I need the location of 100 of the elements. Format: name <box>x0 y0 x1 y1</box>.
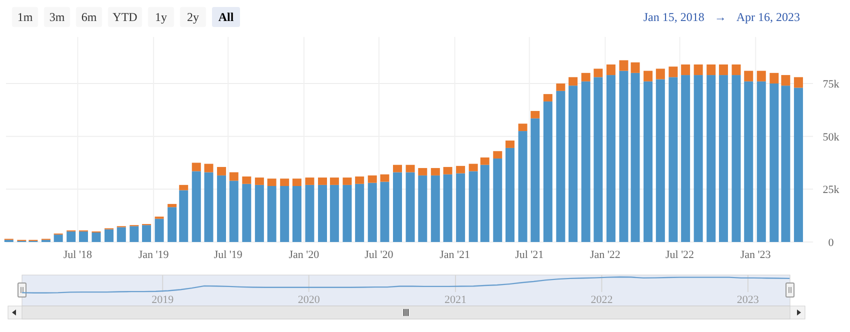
bar <box>292 178 302 186</box>
bar <box>468 171 478 242</box>
bar <box>630 62 640 73</box>
x-tick-label: Jul '20 <box>364 249 394 261</box>
bar <box>756 70 766 82</box>
bar <box>606 64 616 76</box>
bar <box>568 86 578 242</box>
bar <box>756 81 766 242</box>
x-tick-label: Jan '21 <box>440 249 470 261</box>
bar <box>192 162 201 172</box>
bar <box>392 164 402 172</box>
bar <box>406 172 415 242</box>
x-tick-label: Jul '19 <box>214 249 243 261</box>
bar <box>305 184 314 242</box>
bar <box>518 124 528 132</box>
text: Apr 16, 2023 <box>736 10 800 24</box>
bar <box>168 207 177 242</box>
bar <box>468 164 478 172</box>
x-tick-label: 2020 <box>298 294 320 306</box>
bar <box>318 178 327 185</box>
x-tick-label: 2019 <box>152 294 174 306</box>
bar <box>142 225 152 242</box>
y-tick-label: 0 <box>828 237 834 249</box>
text: → <box>714 10 726 24</box>
x-tick-label: Jan '19 <box>138 249 170 261</box>
bar <box>681 75 690 242</box>
bar <box>192 171 201 242</box>
bar <box>781 75 790 86</box>
bar <box>78 231 88 242</box>
text: All <box>218 10 234 24</box>
text: 1y <box>155 10 167 24</box>
bar <box>543 101 552 242</box>
bar <box>493 158 502 242</box>
bar <box>706 64 716 76</box>
x-tick-label: 2023 <box>736 294 760 306</box>
bar <box>718 64 728 76</box>
bar <box>380 174 390 182</box>
bar <box>505 148 514 242</box>
bar <box>179 184 188 190</box>
x-tick-label: Jul '22 <box>665 249 694 261</box>
bar <box>480 157 490 165</box>
bar <box>318 184 327 242</box>
x-tick-label: Jan '20 <box>288 249 320 261</box>
bar <box>305 178 314 185</box>
bar <box>204 172 214 242</box>
bar <box>267 186 276 242</box>
x-tick-label: Jan '22 <box>590 249 620 261</box>
bar <box>443 166 452 174</box>
bar <box>229 180 238 242</box>
bar <box>179 190 188 242</box>
bar <box>116 227 126 242</box>
bar <box>732 64 741 76</box>
bar <box>204 164 214 172</box>
bar <box>330 184 339 242</box>
bar <box>568 77 578 86</box>
bar <box>456 166 466 174</box>
bar <box>644 70 653 82</box>
bar <box>229 172 238 181</box>
bar <box>242 176 252 184</box>
bar <box>794 77 803 88</box>
bar <box>530 118 540 242</box>
bar <box>630 72 640 242</box>
bar <box>556 90 566 242</box>
bar <box>480 164 490 242</box>
bar <box>594 77 603 242</box>
bar <box>718 75 728 242</box>
bar <box>606 75 616 242</box>
bar <box>681 64 690 76</box>
bar <box>794 88 803 242</box>
bar <box>744 70 754 82</box>
bar <box>694 64 703 76</box>
bar <box>355 184 364 242</box>
bar <box>443 174 452 242</box>
bar <box>242 184 252 242</box>
bar <box>104 229 114 242</box>
bar <box>456 173 466 242</box>
x-tick-label: Jul '21 <box>515 249 544 261</box>
bar <box>292 186 302 242</box>
text: 3m <box>49 10 66 24</box>
bar <box>493 151 502 159</box>
bar <box>770 83 779 242</box>
bar <box>342 178 352 185</box>
x-tick-label: 2022 <box>590 294 613 306</box>
bar <box>66 231 76 242</box>
bar <box>619 60 628 71</box>
bar <box>644 81 653 242</box>
bar <box>594 68 603 78</box>
x-tick-label: Jan '23 <box>740 249 772 261</box>
bar <box>368 175 377 183</box>
bar <box>280 178 290 186</box>
y-tick-label: 25k <box>822 184 840 196</box>
bar <box>430 168 440 176</box>
bar <box>168 204 177 208</box>
bar <box>355 176 364 184</box>
bar <box>744 81 754 242</box>
bar <box>732 75 741 242</box>
y-tick-label: 50k <box>822 131 840 144</box>
bar <box>330 178 339 185</box>
bar <box>505 140 514 148</box>
bar <box>619 70 628 242</box>
